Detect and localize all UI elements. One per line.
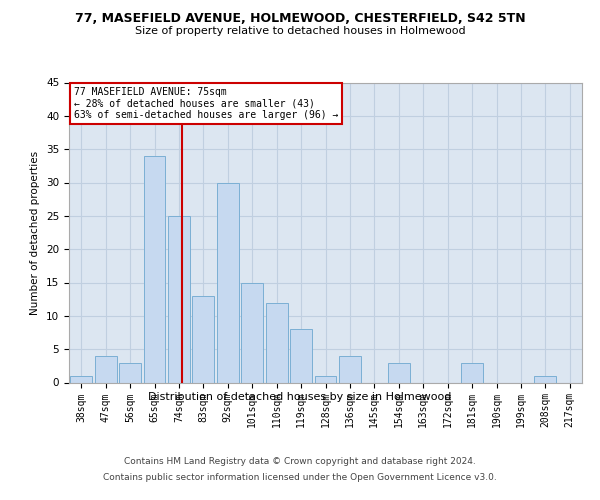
Text: Contains public sector information licensed under the Open Government Licence v3: Contains public sector information licen… (103, 472, 497, 482)
Text: Size of property relative to detached houses in Holmewood: Size of property relative to detached ho… (134, 26, 466, 36)
Text: 77 MASEFIELD AVENUE: 75sqm
← 28% of detached houses are smaller (43)
63% of semi: 77 MASEFIELD AVENUE: 75sqm ← 28% of deta… (74, 87, 338, 120)
Text: Distribution of detached houses by size in Holmewood: Distribution of detached houses by size … (148, 392, 452, 402)
Bar (143, 156, 166, 382)
Bar (290, 329, 312, 382)
Y-axis label: Number of detached properties: Number of detached properties (31, 150, 40, 314)
Bar (95, 356, 116, 382)
Bar (314, 376, 337, 382)
Bar (461, 362, 483, 382)
Text: Contains HM Land Registry data © Crown copyright and database right 2024.: Contains HM Land Registry data © Crown c… (124, 458, 476, 466)
Bar (217, 182, 239, 382)
Bar (168, 216, 190, 382)
Text: 77, MASEFIELD AVENUE, HOLMEWOOD, CHESTERFIELD, S42 5TN: 77, MASEFIELD AVENUE, HOLMEWOOD, CHESTER… (74, 12, 526, 26)
Bar (535, 376, 556, 382)
Bar (388, 362, 410, 382)
Bar (266, 302, 287, 382)
Bar (193, 296, 214, 382)
Bar (70, 376, 92, 382)
Bar (241, 282, 263, 382)
Bar (339, 356, 361, 382)
Bar (119, 362, 141, 382)
